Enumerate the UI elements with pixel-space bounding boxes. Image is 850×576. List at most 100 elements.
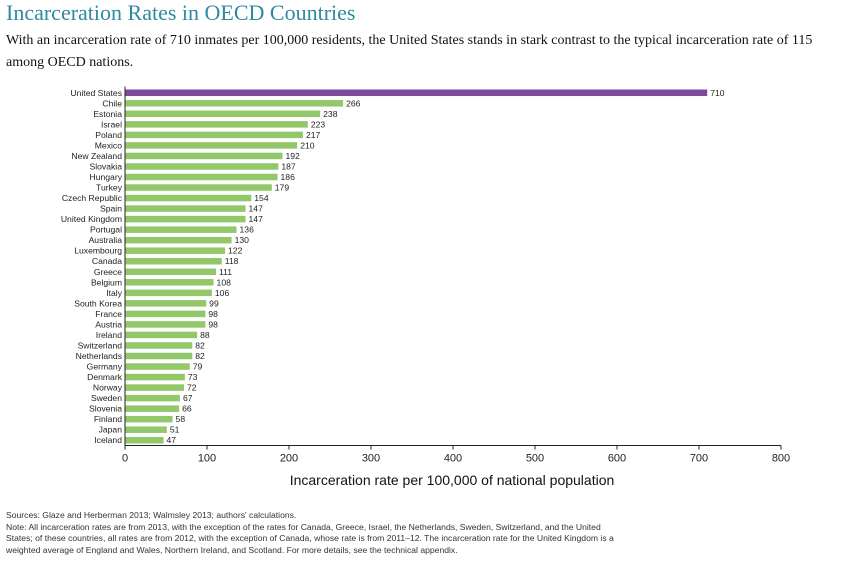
data-label: 118	[225, 256, 239, 266]
bar	[125, 289, 212, 297]
category-label: Netherlands	[76, 351, 122, 361]
category-label: Slovakia	[90, 161, 123, 171]
x-tick-label: 600	[608, 453, 626, 465]
bar	[125, 384, 185, 391]
category-label: Iceland	[94, 435, 122, 445]
data-label: 217	[306, 130, 321, 140]
category-label: Japan	[99, 425, 123, 435]
category-label: Germany	[87, 362, 123, 372]
bar	[125, 352, 193, 360]
bar	[125, 342, 193, 349]
bar	[125, 152, 283, 160]
category-label: Denmark	[87, 372, 123, 382]
data-label: 192	[285, 151, 300, 161]
bar	[125, 163, 279, 170]
category-label: Switzerland	[78, 340, 123, 350]
x-tick-label: 0	[122, 453, 128, 465]
bar	[125, 310, 206, 318]
data-label: 223	[311, 119, 326, 129]
x-tick-label: 700	[690, 453, 708, 465]
data-label: 99	[209, 298, 219, 308]
category-label: Greece	[94, 267, 122, 277]
category-label: Chile	[102, 98, 122, 108]
category-label: Belgium	[91, 277, 122, 287]
category-label: United Kingdom	[61, 214, 122, 224]
data-label: 154	[254, 193, 269, 203]
sources-text: Sources: Glaze and Herberman 2013; Walms…	[6, 510, 297, 520]
bar	[125, 363, 190, 370]
data-label: 88	[200, 330, 210, 340]
bar	[125, 100, 344, 107]
bar	[125, 415, 173, 423]
category-label: Czech Republic	[62, 193, 123, 203]
data-label: 58	[176, 414, 186, 424]
category-label: France	[95, 309, 122, 319]
data-label: 98	[208, 309, 218, 319]
bar	[125, 331, 198, 339]
bar	[125, 247, 226, 254]
data-label: 66	[182, 404, 192, 414]
category-label: Mexico	[95, 140, 122, 150]
bar-chart: United States 710 Chile 266 Estonia 238 Israel…	[61, 86, 790, 488]
category-label: Norway	[93, 383, 123, 393]
data-label: 73	[188, 372, 198, 382]
bar	[125, 110, 321, 118]
chart-title: Incarceration Rates in OECD Countries	[6, 0, 356, 25]
bar	[125, 426, 167, 433]
data-label: 266	[346, 98, 361, 108]
data-label: 82	[195, 351, 205, 361]
category-label: Finland	[94, 414, 122, 424]
category-label: South Korea	[74, 298, 122, 308]
note-text: Note: All incarceration rates are from 2…	[6, 521, 614, 555]
data-label: 47	[167, 435, 177, 445]
x-tick-label: 500	[526, 453, 544, 465]
data-label: 147	[249, 204, 264, 214]
data-label: 108	[217, 277, 232, 287]
bar	[125, 321, 206, 328]
bar	[125, 121, 308, 128]
bar	[125, 257, 222, 265]
category-label: New Zealand	[71, 151, 122, 161]
x-tick-label: 300	[362, 453, 380, 465]
x-tick-label: 100	[198, 453, 216, 465]
data-label: 122	[228, 246, 243, 256]
data-label: 111	[219, 267, 232, 277]
x-tick-label: 400	[444, 453, 462, 465]
category-label: Estonia	[93, 109, 122, 119]
data-label: 79	[193, 362, 203, 372]
data-label: 136	[240, 225, 255, 235]
bar	[125, 436, 164, 444]
data-label: 210	[300, 140, 315, 150]
bar	[125, 394, 180, 402]
x-tick-label: 800	[772, 453, 790, 465]
category-label: Poland	[95, 130, 122, 140]
data-label: 51	[170, 425, 180, 435]
data-label: 72	[187, 383, 197, 393]
data-label: 710	[710, 88, 725, 98]
x-axis-title: Incarceration rate per 100,000 of nation…	[290, 472, 615, 488]
category-label: Australia	[89, 235, 123, 245]
data-label: 238	[323, 109, 338, 119]
data-label: 187	[281, 161, 296, 171]
bar	[125, 173, 278, 181]
bar	[125, 131, 303, 139]
bar	[125, 205, 246, 212]
data-label: 106	[215, 288, 230, 298]
category-label: Ireland	[96, 330, 122, 340]
data-label: 179	[275, 183, 290, 193]
bar	[125, 142, 298, 149]
category-label: Canada	[92, 256, 122, 266]
bar	[125, 215, 246, 223]
bar	[125, 236, 232, 244]
data-label: 82	[195, 340, 205, 350]
bar	[125, 405, 180, 412]
x-tick-label: 200	[280, 453, 298, 465]
category-label: Hungary	[90, 172, 123, 182]
bar	[125, 279, 214, 286]
chart-subtitle: With an incarceration rate of 710 inmate…	[6, 33, 813, 70]
footer-notes: Sources: Glaze and Herberman 2013; Walms…	[6, 510, 626, 556]
bar	[125, 194, 252, 202]
category-label: Slovenia	[89, 404, 122, 414]
bar	[125, 268, 217, 276]
category-label: Sweden	[91, 393, 122, 403]
